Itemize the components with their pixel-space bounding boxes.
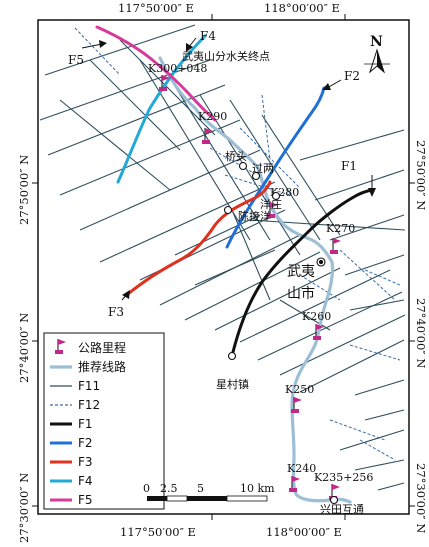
left-lat-label-2: 27°40′00″ N <box>17 313 31 383</box>
flag-icon <box>313 324 324 340</box>
fault-label-f1: F1 <box>341 159 357 173</box>
right-lat-label-3: 27°30′00″ N <box>414 463 428 533</box>
legend-flag-icon <box>55 339 66 354</box>
label-yangzhuang: 洋庄 <box>260 197 282 211</box>
frame-ticks <box>32 14 415 520</box>
label-xingtian: 兴田互通 <box>320 503 364 516</box>
legend-label-f3: F3 <box>78 455 93 469</box>
fault-label-f4: F4 <box>200 29 216 43</box>
fault-f5 <box>95 25 217 122</box>
north-label: N <box>370 34 383 50</box>
north-arrow: N <box>364 34 390 74</box>
scale-bar: 0 2.5 5 10 km <box>143 482 275 502</box>
flag-icon <box>291 397 302 413</box>
flag-icon <box>289 476 300 492</box>
legend-label-f5: F5 <box>78 493 93 507</box>
label-wuyi: 武夷 <box>287 264 315 280</box>
scale-label-5: 5 <box>197 482 204 495</box>
top-lon-label-2: 118°00′00″ E <box>264 1 340 15</box>
label-shanshi: 山市 <box>287 285 315 302</box>
label-xingcun: 星村镇 <box>216 377 249 391</box>
label-chenjieyang: 陈接洋 <box>238 209 271 223</box>
recommended-route <box>158 56 352 504</box>
flag-icon <box>330 238 341 254</box>
milepost-k240: K240 <box>287 462 316 475</box>
fault-label-f2: F2 <box>344 69 360 83</box>
fault-f3 <box>126 180 272 296</box>
scale-label-10km: 10 km <box>240 482 275 495</box>
fault-f1 <box>231 188 374 354</box>
left-lat-label-3: 27°30′00″ N <box>17 473 31 543</box>
flag-icon <box>267 202 278 218</box>
scale-label-0: 0 <box>143 482 150 495</box>
legend-label-route: 推荐线路 <box>78 359 126 374</box>
milepost-k300: K300+048 <box>148 62 207 75</box>
flag-icon <box>159 75 170 91</box>
scale-label-2-5: 2.5 <box>160 482 178 495</box>
label-guoliang: 过两 <box>252 162 274 175</box>
fault-arrows <box>81 37 376 301</box>
legend-label-f11: F11 <box>78 379 100 393</box>
label-qiaotou: 桥头 <box>225 150 247 163</box>
top-lon-label-1: 117°50′00″ E <box>118 1 194 15</box>
bottom-lon-label-1: 117°50′00″ E <box>120 525 196 539</box>
milepost-k270: K270 <box>326 222 355 235</box>
legend-label-f4: F4 <box>78 474 93 488</box>
bottom-lon-label-2: 118°00′00″ E <box>266 525 342 539</box>
flag-icon <box>202 128 213 144</box>
milepost-k290: K290 <box>198 110 227 123</box>
milepost-k235: K235+256 <box>314 471 373 484</box>
fault-f4 <box>116 34 207 184</box>
legend-label-milepost: 公路里程 <box>78 340 126 355</box>
legend: 公路里程 推荐线路 F11 F12 F1 F2 F3 F4 F5 <box>43 332 165 510</box>
fault-label-f3: F3 <box>108 305 124 319</box>
legend-label-f1: F1 <box>78 417 93 431</box>
right-lat-label-2: 27°40′00″ N <box>414 298 428 368</box>
milepost-k250: K250 <box>285 383 314 396</box>
legend-label-f12: F12 <box>78 398 100 412</box>
f11-faults <box>39 24 406 491</box>
legend-label-f2: F2 <box>78 436 93 450</box>
f12-faults <box>74 27 401 461</box>
milepost-k260: K260 <box>302 310 331 323</box>
right-lat-label-1: 27°50′00″ N <box>414 140 428 210</box>
fault-f2 <box>225 86 326 249</box>
left-lat-label-1: 27°50′00″ N <box>17 155 31 225</box>
fault-label-f5: F5 <box>68 53 84 67</box>
town-markers <box>223 161 339 505</box>
label-wuyishan-endpoint: 武夷山分水关终点 <box>182 49 270 63</box>
